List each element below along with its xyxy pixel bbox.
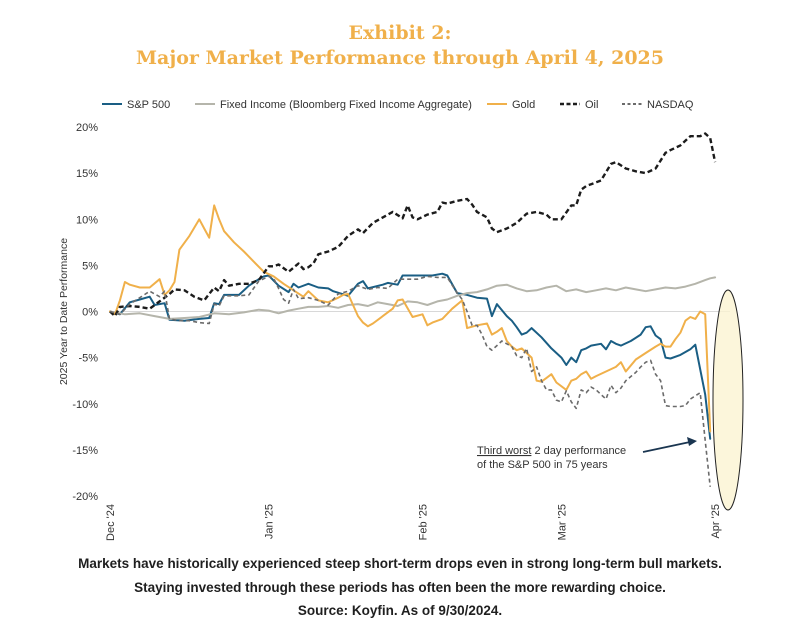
line-chart: S&P 500 Fixed Income (Bloomberg Fixed Inc…	[58, 99, 744, 541]
x-tick-label: Feb '25	[417, 504, 429, 540]
annotation-line-2: of the S&P 500 in 75 years	[477, 459, 608, 471]
x-axis-ticks: Dec '24 Jan '25 Feb '25 Mar '25 Apr '25	[105, 504, 722, 541]
legend: S&P 500 Fixed Income (Bloomberg Fixed Inc…	[102, 99, 694, 111]
y-tick-label: 15%	[76, 168, 98, 180]
annotation-arrow-head	[687, 437, 697, 446]
y-tick-label: 10%	[76, 214, 98, 226]
caption-line-2: Staying invested through these periods h…	[134, 580, 666, 595]
exhibit-label: Exhibit 2:	[348, 22, 452, 44]
x-tick-label: Apr '25	[710, 504, 722, 539]
annotation: Third worst 2 day performance of the S&P …	[477, 437, 697, 471]
y-tick-label: 5%	[82, 260, 98, 272]
y-tick-label: -5%	[78, 353, 98, 365]
chart-title: Major Market Performance through April 4…	[136, 47, 664, 69]
series-line-nasdaq	[109, 275, 711, 487]
x-tick-label: Dec '24	[105, 504, 117, 541]
y-tick-label: 20%	[76, 122, 98, 134]
legend-label-fixed-income-bloomberg-fixed-income-aggregate: Fixed Income (Bloomberg Fixed Income Agg…	[220, 99, 472, 111]
series-lines	[109, 132, 717, 487]
highlight-ellipse	[712, 289, 744, 511]
y-tick-label: 0%	[82, 307, 98, 319]
y-tick-label: -20%	[72, 491, 98, 503]
y-tick-label: -15%	[72, 445, 98, 457]
legend-label-s-p-500: S&P 500	[127, 99, 170, 111]
series-line-s-p-500	[109, 272, 712, 440]
caption-source: Source: Koyfin. As of 9/30/2024.	[297, 603, 503, 618]
annotation-line-1: Third worst 2 day performance	[477, 445, 626, 457]
legend-label-gold: Gold	[512, 99, 535, 111]
y-tick-label: -10%	[72, 399, 98, 411]
caption-line-1: Markets have historically experienced st…	[78, 556, 722, 571]
x-tick-label: Mar '25	[556, 504, 568, 540]
y-axis-label: 2025 Year to Date Performance	[58, 238, 70, 385]
y-axis-ticks: 20% 15% 10% 5% 0% -5% -10% -15% -20%	[72, 122, 98, 503]
series-line-fixed-income-bloomberg-fixed-income-aggregate	[109, 276, 717, 320]
legend-label-nasdaq: NASDAQ	[647, 99, 694, 111]
series-line-oil	[109, 132, 717, 318]
legend-label-oil: Oil	[585, 99, 598, 111]
annotation-rest: 2 day performance	[531, 445, 626, 457]
x-tick-label: Jan '25	[264, 504, 276, 539]
annotation-underlined: Third worst	[477, 445, 531, 457]
annotation-arrow-shaft	[642, 441, 691, 453]
series-line-gold	[109, 204, 712, 433]
